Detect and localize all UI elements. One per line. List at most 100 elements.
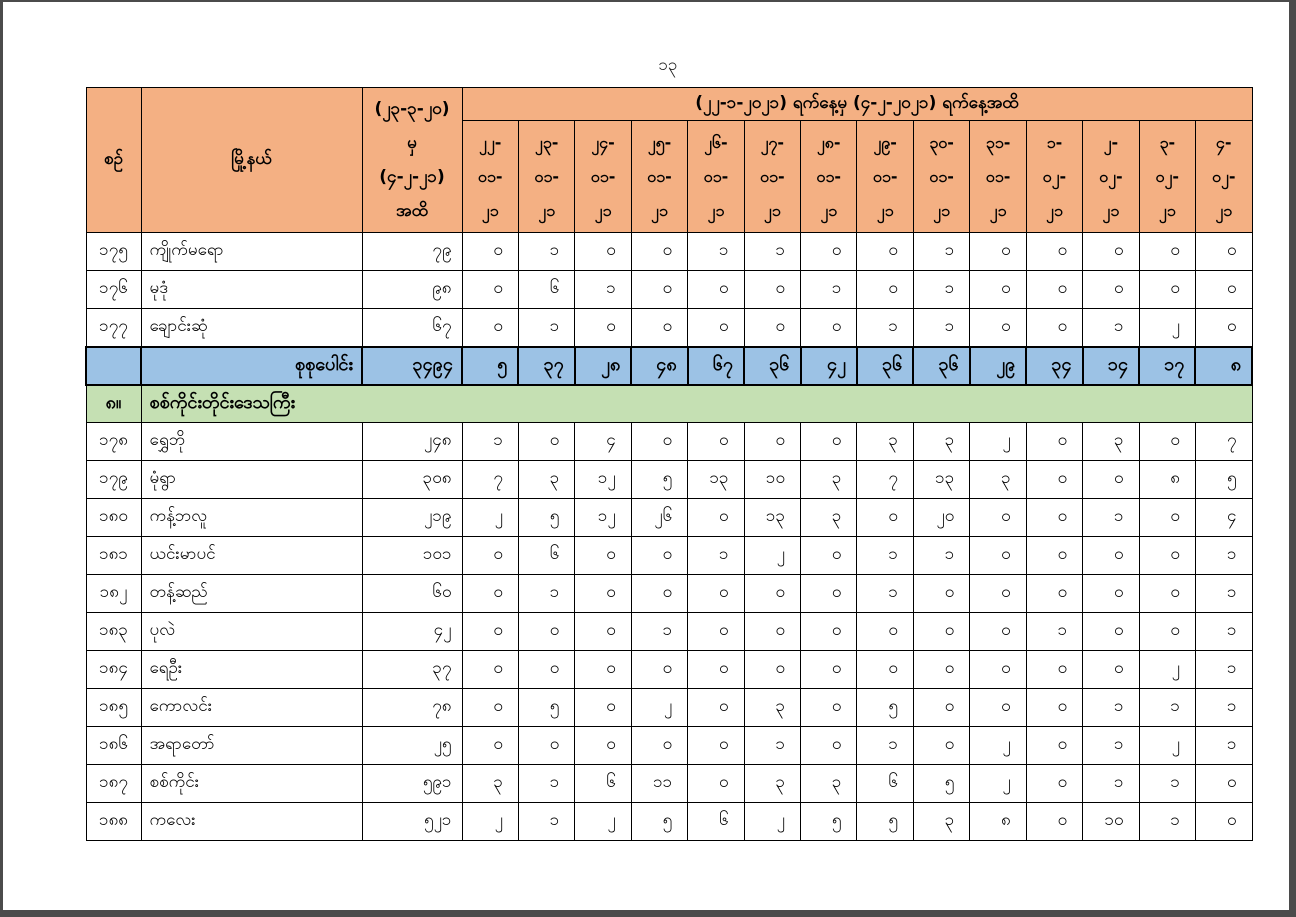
cell-daily-3: ၀ [630, 422, 689, 461]
header-line: ၁- [1046, 132, 1063, 152]
cell-daily-7: ၀ [856, 612, 914, 651]
cell-daily-10: ၀ [1025, 270, 1084, 309]
township-row: ၁၈၈ ကလေး ၅၂၁၂၁၂၅၆၂၅၅၃၈၀၁၀၁၀ [85, 802, 1253, 841]
header-line: ၃- [1159, 132, 1176, 152]
cell-township: မုံရွာ [140, 460, 363, 499]
header-line: ၂၈- [816, 132, 841, 152]
header-line: ၀၁- [760, 166, 785, 186]
col-header-date-5: ၂၇- ၀၁- ၂၁ [743, 120, 802, 233]
cell-serial: ၁၈၂ [85, 574, 142, 613]
cell-daily-2: ၀ [574, 650, 632, 689]
cell-daily-12: ၁ [1138, 688, 1196, 727]
cell-daily-2: ၀ [574, 612, 632, 651]
cell-daily-9: ၃ [969, 460, 1027, 499]
cell-cumulative: ၂၅ [361, 726, 463, 765]
header-line: အထိ [395, 201, 429, 221]
cell-serial: ၁၇၉ [85, 460, 142, 499]
cell-daily-2: ၀ [574, 726, 632, 765]
cell-cumulative: ၃၇ [361, 650, 463, 689]
cell-township: အရာတော် [140, 726, 363, 765]
cell-daily-7: ၁ [856, 536, 914, 575]
cell-daily-7: ၀ [856, 232, 914, 271]
cell-serial: ၁၈၅ [85, 688, 142, 727]
cell-daily-6: ၀ [800, 574, 858, 613]
cell-daily-4: ၀ [687, 308, 745, 347]
cell-daily-5: ၂ [743, 536, 802, 575]
cell-daily-12: ၀ [1138, 612, 1196, 651]
header-line: ၂၁ [707, 200, 725, 220]
cell-cumulative: ၇၈ [361, 688, 463, 727]
cell-daily-6: ၀ [800, 612, 858, 651]
cell-daily-2: ၀ [574, 232, 632, 271]
cell-daily-1: ၁ [517, 232, 576, 271]
cell-daily-12: ၂ [1138, 308, 1196, 347]
cell-daily-2: ၀ [574, 308, 632, 347]
total-label-cell: စုစုပေါင်း [140, 345, 363, 386]
cell-daily-10: ၀ [1025, 764, 1084, 803]
cell-daily-12: ၀ [1138, 422, 1196, 461]
cell-cumulative: ၅၂၁ [361, 802, 463, 841]
cell-daily-5: ၀ [743, 308, 802, 347]
cell-daily-2: ၁၂ [574, 460, 632, 499]
cell-daily-9: ၀ [969, 498, 1027, 537]
cell-daily-13: ၁ [1194, 612, 1253, 651]
cell-daily-12: ၀ [1138, 270, 1196, 309]
cell-daily-11: ၀ [1082, 650, 1140, 689]
cell-daily-7: ၃ [856, 422, 914, 461]
cell-daily-9: ၈ [969, 802, 1027, 841]
township-row: ၁၇၉ မုံရွာ ၃၀၈၇၃၁၂၅၁၃ ၁၀၃၇၁၃၃၀၀၈၅ [85, 460, 1253, 499]
cell-daily-9: ၀ [969, 612, 1027, 651]
cell-daily-2: ၁ [574, 270, 632, 309]
section-number-cell: ၈။ [85, 384, 142, 423]
cell-daily-13: ၁ [1194, 726, 1253, 765]
cell-daily-5: ၀ [743, 650, 802, 689]
cell-daily-2: ၁၂ [574, 498, 632, 537]
cell-daily-12: ၁ [1138, 764, 1196, 803]
cell-daily-5: ၁၀ [743, 460, 802, 499]
cell-daily-11: ၀ [1082, 232, 1140, 271]
cell-daily-3: ၁ [630, 612, 689, 651]
cell-daily-3: ၀ [630, 574, 689, 613]
col-header-date-3: ၂၅- ၀၁- ၂၁ [630, 120, 689, 233]
cell-daily-1: ၀ [517, 422, 576, 461]
township-row: ၁၇၈ ရွှေဘို ၂၄၈၁၀၄၀၀၀၀၃၃၂၀၃၀၇ [85, 422, 1253, 461]
cell-daily-11: ၀ [1082, 270, 1140, 309]
cell-daily-7: ၁ [856, 726, 914, 765]
cell-serial: ၁၈၇ [85, 764, 142, 803]
cell-daily-1: ၆ [517, 270, 576, 309]
header-line: ၂၁ [933, 200, 951, 220]
total-daily-0: ၅ [460, 345, 520, 386]
cell-daily-6: ၀ [800, 232, 858, 271]
cell-daily-7: ၁ [856, 574, 914, 613]
cell-daily-6: ၃ [800, 764, 858, 803]
township-row: ၁၇၅ ကျိုက်မရော ၇၉၀၁၀၀၁၁၀၀၁၀၀၀၀၀ [85, 232, 1253, 271]
col-header-date-range: (၂၂-၁-၂၀၂၁) ရက်နေ့မှ (၄-၂-၂၀၂၁) ရက်နေ့အထ… [461, 87, 1253, 121]
header-line: ၂၅- [647, 132, 672, 152]
col-header-date-10: ၁- ၀၂- ၂၁ [1025, 120, 1084, 233]
header-line: ၂၄- [591, 132, 615, 152]
cell-serial: ၁၈၈ [85, 802, 142, 841]
header-row-dates: ၂၂- ၀၁- ၂၁ ၂၃- ၀၁- ၂၁ ၂၄- ၀၁- ၂၁ ၂၅- ၀၁- ၂၁ ၂၆- ၀၁- ၂၁… [86, 120, 1253, 233]
col-header-township: မြို့နယ် [140, 87, 363, 233]
header-row-top: စဉ် မြို့နယ် (၂၃-၃-၂၀) မှ (၄-၂-၂၁) အထိ (၂၂-၁-၂… [85, 87, 1253, 233]
total-daily-3: ၄၈ [630, 345, 689, 386]
cell-daily-4: ၁၃ [687, 460, 745, 499]
cell-daily-5: ၃ [743, 764, 802, 803]
col-header-date-8: ၃၀- ၀၁- ၂၁ [912, 120, 971, 233]
cell-daily-3: ၅ [630, 802, 689, 841]
header-line: ၂၃- [534, 132, 559, 152]
cell-daily-12: ၀ [1138, 574, 1196, 613]
header-line: ၀၁- [985, 166, 1011, 186]
cell-daily-8: ၁ [912, 308, 971, 347]
cell-daily-1: ၁ [517, 802, 576, 841]
cell-daily-8: ၁ [912, 270, 971, 309]
page-number: ၁၃ [658, 55, 678, 75]
total-daily-12: ၁၇ [1138, 345, 1197, 386]
cell-daily-1: ၀ [517, 650, 576, 689]
cell-daily-7: ၀ [856, 650, 914, 689]
cell-daily-0: ၀ [461, 650, 519, 689]
cell-daily-11: ၁ [1082, 726, 1140, 765]
header-line: ၀၁- [703, 166, 729, 186]
total-daily-11: ၁၄ [1081, 345, 1141, 386]
cell-daily-3: ၀ [630, 232, 689, 271]
